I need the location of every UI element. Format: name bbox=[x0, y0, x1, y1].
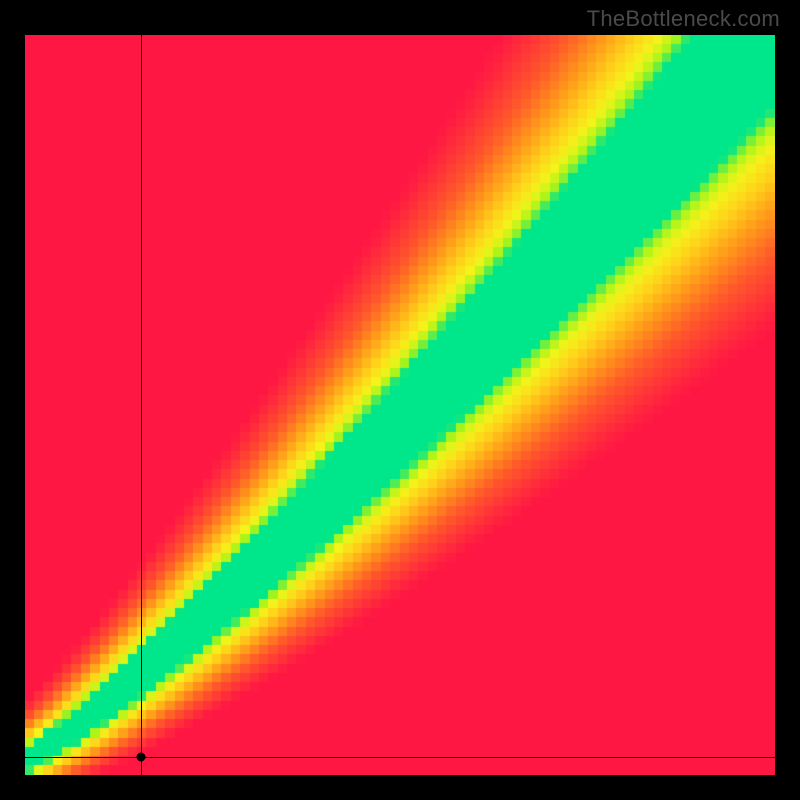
crosshair-marker bbox=[137, 752, 146, 761]
heatmap-canvas bbox=[25, 35, 775, 775]
plot-area bbox=[25, 35, 775, 775]
watermark-text: TheBottleneck.com bbox=[587, 6, 780, 32]
crosshair-vertical bbox=[141, 35, 142, 775]
chart-container: TheBottleneck.com bbox=[0, 0, 800, 800]
